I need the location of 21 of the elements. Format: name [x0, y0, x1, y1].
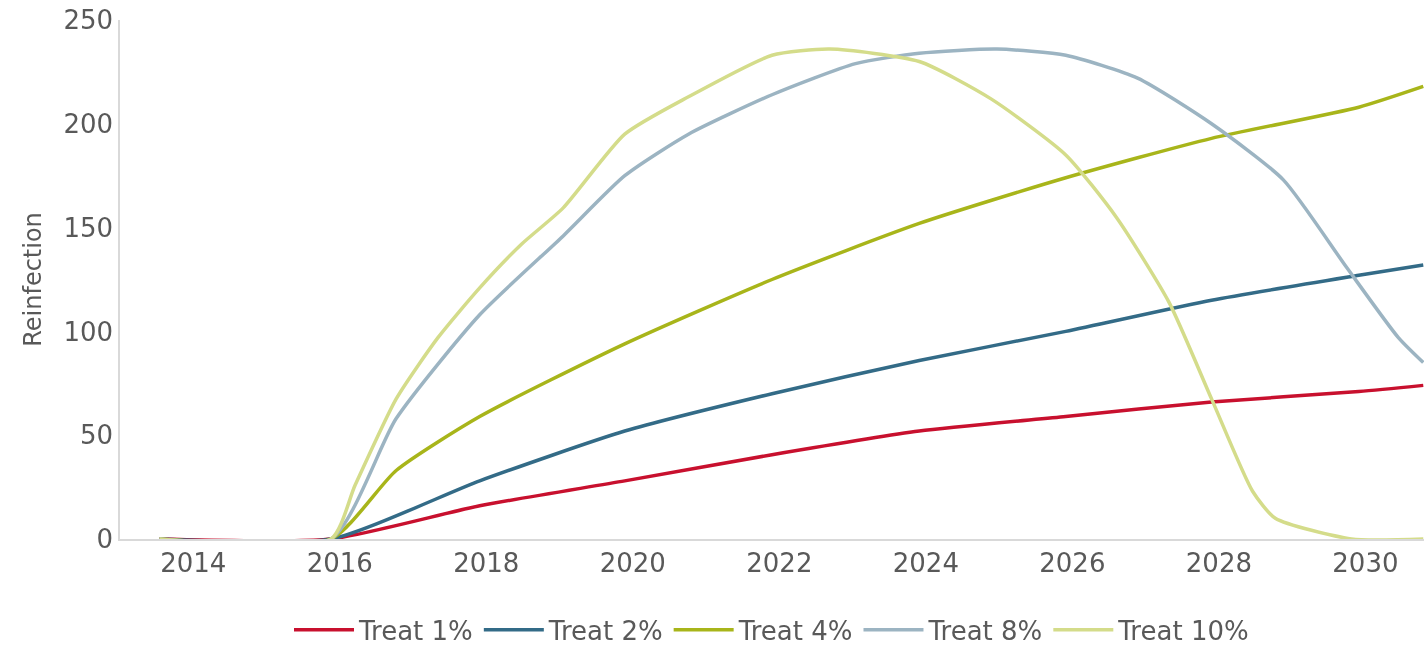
x-tick-label: 2028	[1185, 547, 1252, 578]
legend-label: Treat 2%	[547, 616, 663, 647]
x-tick-label: 2022	[746, 547, 813, 578]
y-tick-label: 250	[63, 5, 114, 36]
y-tick-label: 100	[63, 316, 114, 347]
legend-label: Treat 10%	[1117, 616, 1249, 647]
x-tick-label: 2030	[1332, 547, 1399, 578]
x-tick-label: 2020	[599, 547, 666, 578]
x-tick-label: 2014	[160, 547, 227, 578]
legend-label: Treat 4%	[737, 616, 853, 647]
y-tick-label: 50	[79, 420, 114, 451]
y-tick-label: 0	[96, 524, 114, 555]
x-tick-label: 2018	[453, 547, 520, 578]
x-tick-label: 2016	[306, 547, 373, 578]
x-tick-label: 2024	[892, 547, 959, 578]
x-tick-label: 2026	[1039, 547, 1106, 578]
y-tick-label: 150	[63, 212, 114, 243]
legend-label: Treat 8%	[927, 616, 1043, 647]
legend-label: Treat 1%	[358, 616, 473, 647]
y-tick-label: 200	[63, 108, 114, 139]
y-axis-title: Reinfection	[19, 212, 48, 347]
